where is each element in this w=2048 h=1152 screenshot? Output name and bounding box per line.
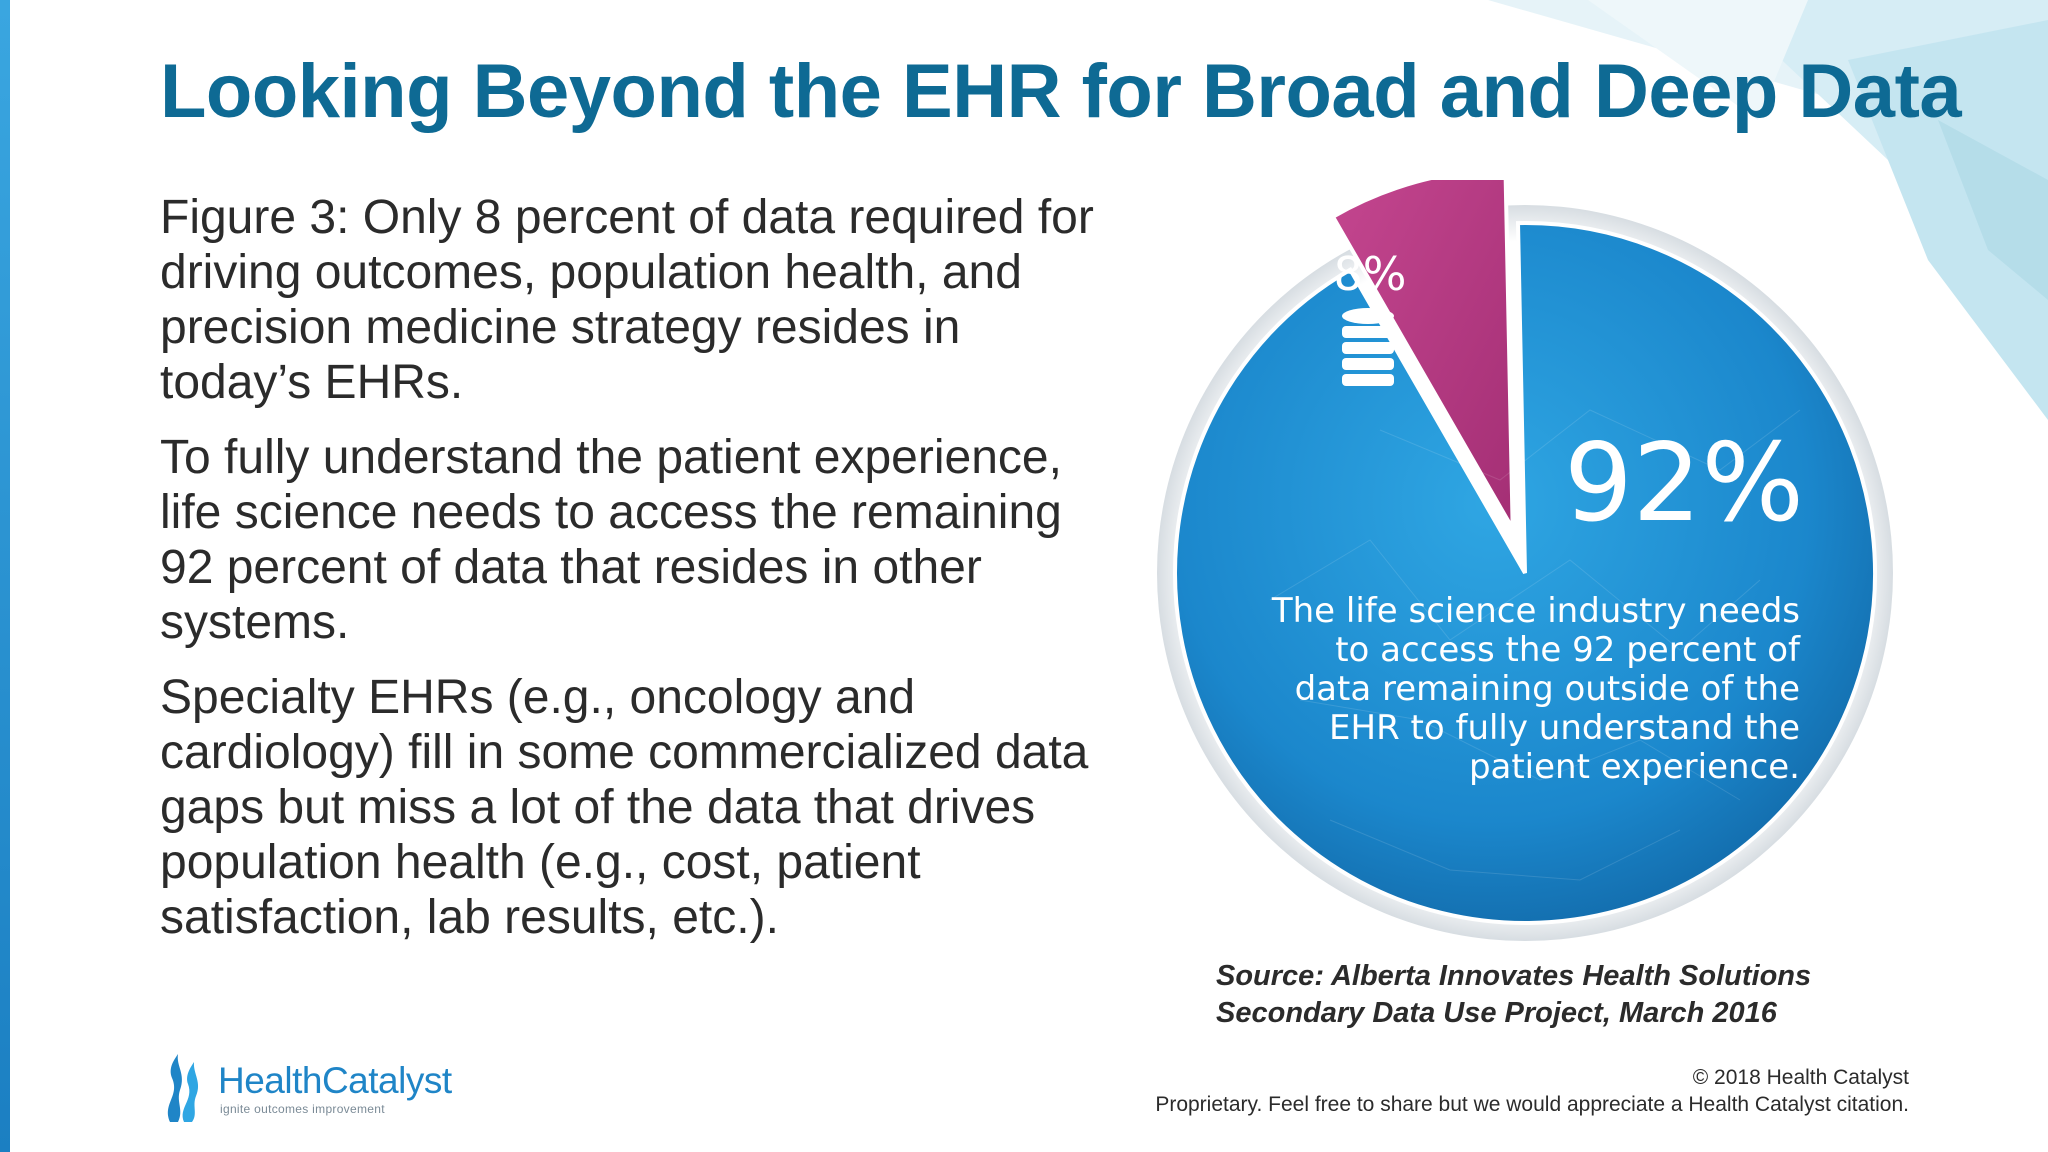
source-citation: Source: Alberta Innovates Health Solutio… xyxy=(1216,958,1936,1032)
chart-description-line: The life science industry needs xyxy=(1271,591,1800,631)
chart-description-line: data remaining outside of the xyxy=(1295,669,1800,709)
database-icon xyxy=(1342,308,1394,386)
copyright-notice: © 2018 Health Catalyst Proprietary. Feel… xyxy=(1155,1064,1909,1118)
source-line: Source: Alberta Innovates Health Solutio… xyxy=(1216,960,1812,992)
paragraph-figure-caption: Figure 3: Only 8 percent of data require… xyxy=(160,191,1094,409)
pie-chart-svg: 8% 92% The life science industry needs t… xyxy=(1157,180,1893,941)
left-accent-bar xyxy=(0,0,10,1152)
network-texture xyxy=(1269,409,1801,881)
logo-word-catalyst: Catalyst xyxy=(321,1060,452,1101)
paragraph-specialty-ehrs: Specialty EHRs (e.g., oncology and cardi… xyxy=(160,671,1089,944)
body-text: Figure 3: Only 8 percent of data require… xyxy=(160,190,1120,965)
pie-chart: 8% 92% The life science industry needs t… xyxy=(1120,180,1920,960)
slice-label-92: 92% xyxy=(1564,421,1804,546)
copyright-line: © 2018 Health Catalyst xyxy=(1692,1066,1909,1089)
paragraph-patient-experience: To fully understand the patient experien… xyxy=(160,431,1062,649)
flame-logo-icon xyxy=(167,1054,199,1122)
logo-tagline: ignite outcomes improvement xyxy=(220,1102,385,1116)
pie-slice-92 xyxy=(1173,221,1877,925)
pie-slice-8 xyxy=(1330,180,1515,530)
chart-description-line: EHR to fully understand the xyxy=(1329,708,1800,748)
logo-wordmark: HealthCatalyst xyxy=(218,1060,452,1102)
chart-description-line: to access the 92 percent of xyxy=(1335,630,1801,670)
chart-description-line: patient experience. xyxy=(1469,747,1800,787)
copyright-line: Proprietary. Feel free to share but we w… xyxy=(1155,1093,1909,1116)
health-catalyst-logo: HealthCatalyst ignite outcomes improveme… xyxy=(160,1052,480,1124)
slice-label-8: 8% xyxy=(1334,247,1407,301)
background-decoration xyxy=(1488,0,2048,420)
slide-title: Looking Beyond the EHR for Broad and Dee… xyxy=(160,49,1962,134)
logo-word-health: Health xyxy=(218,1060,322,1101)
source-line: Secondary Data Use Project, March 2016 xyxy=(1216,997,1777,1029)
